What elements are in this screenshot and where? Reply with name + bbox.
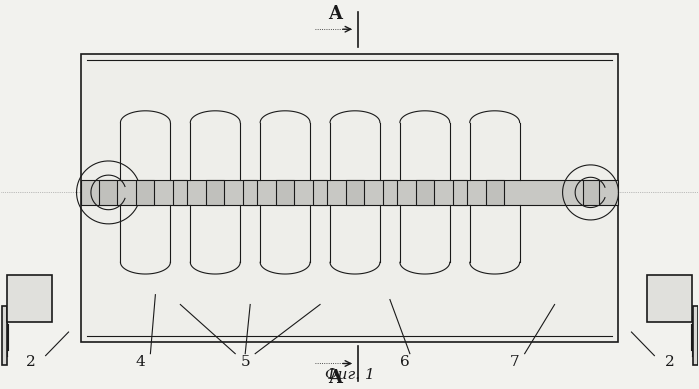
Text: 2: 2 (665, 354, 675, 368)
Bar (647, 275, 692, 322)
Text: 7: 7 (510, 354, 519, 368)
Bar (80, 54, 619, 342)
Text: A: A (328, 369, 342, 387)
Text: 6: 6 (400, 354, 410, 368)
Text: A: A (328, 5, 342, 23)
Bar (276, 180, 294, 205)
Text: 4: 4 (136, 354, 145, 368)
Bar (486, 180, 504, 205)
Bar (582, 180, 598, 205)
Bar (453, 180, 467, 205)
Bar (1, 307, 7, 365)
Bar (243, 180, 257, 205)
Bar (383, 180, 397, 205)
Text: Фиг. 1: Фиг. 1 (324, 368, 375, 382)
Bar (693, 307, 698, 365)
Bar (346, 180, 364, 205)
Bar (99, 180, 117, 205)
Bar (80, 180, 619, 205)
Bar (173, 180, 187, 205)
Text: 5: 5 (240, 354, 250, 368)
Bar (7, 275, 52, 322)
Bar (416, 180, 434, 205)
Bar (206, 180, 224, 205)
Text: 2: 2 (26, 354, 36, 368)
Bar (313, 180, 327, 205)
Bar (136, 180, 154, 205)
